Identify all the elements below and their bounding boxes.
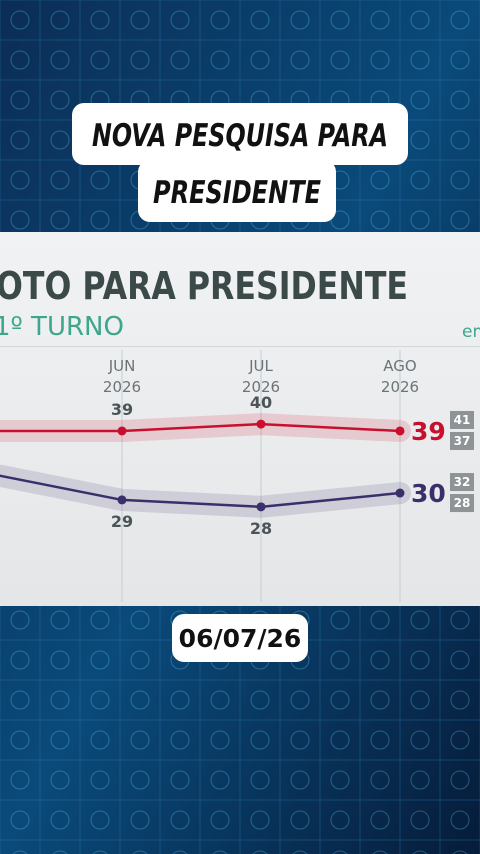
point <box>395 488 405 498</box>
range-upper: 41 <box>454 413 471 427</box>
caption-line: PRESIDENTE <box>153 175 321 211</box>
x-tick-label: JUN <box>108 357 136 375</box>
range-box <box>450 473 474 492</box>
chart-title: OTO PARA PRESIDENTE <box>0 264 408 308</box>
line <box>0 422 401 433</box>
range-box <box>450 494 474 513</box>
range-lower: 37 <box>454 434 471 448</box>
value-label: 40 <box>250 393 272 412</box>
plot: JUN 2026 JUL 2026 AGO 2026 39 40 39 41 37 29 28 30 32 2… <box>0 350 474 602</box>
value-label: 28 <box>250 519 272 538</box>
x-tick-label: AGO <box>383 357 416 375</box>
chart-subtitle: 1º TURNO <box>0 312 124 342</box>
panel-divider <box>0 346 480 347</box>
range-upper: 32 <box>454 475 471 489</box>
value-label: 29 <box>111 512 133 531</box>
chart-note: em <box>462 322 480 342</box>
x-tick-label: 2026 <box>242 378 280 396</box>
point <box>395 426 405 436</box>
line <box>0 474 401 509</box>
point <box>117 495 127 505</box>
x-tick-label: JUL <box>248 357 273 375</box>
date: 06/07/26 <box>179 624 302 653</box>
range-box <box>450 410 474 429</box>
point <box>256 419 266 429</box>
date-box <box>172 614 308 662</box>
caption-line: NOVA PESQUISA PARA <box>92 118 388 154</box>
caption-box <box>138 160 336 222</box>
value-label-final: 39 <box>411 417 446 446</box>
value-label: 39 <box>111 400 133 419</box>
x-tick-label: 2026 <box>381 378 419 396</box>
value-label-final: 30 <box>411 479 446 508</box>
point <box>256 502 266 512</box>
x-tick-label: 2026 <box>103 378 141 396</box>
point <box>117 426 127 436</box>
range-lower: 28 <box>454 496 471 510</box>
range-box <box>450 431 474 450</box>
caption-box <box>72 103 408 165</box>
